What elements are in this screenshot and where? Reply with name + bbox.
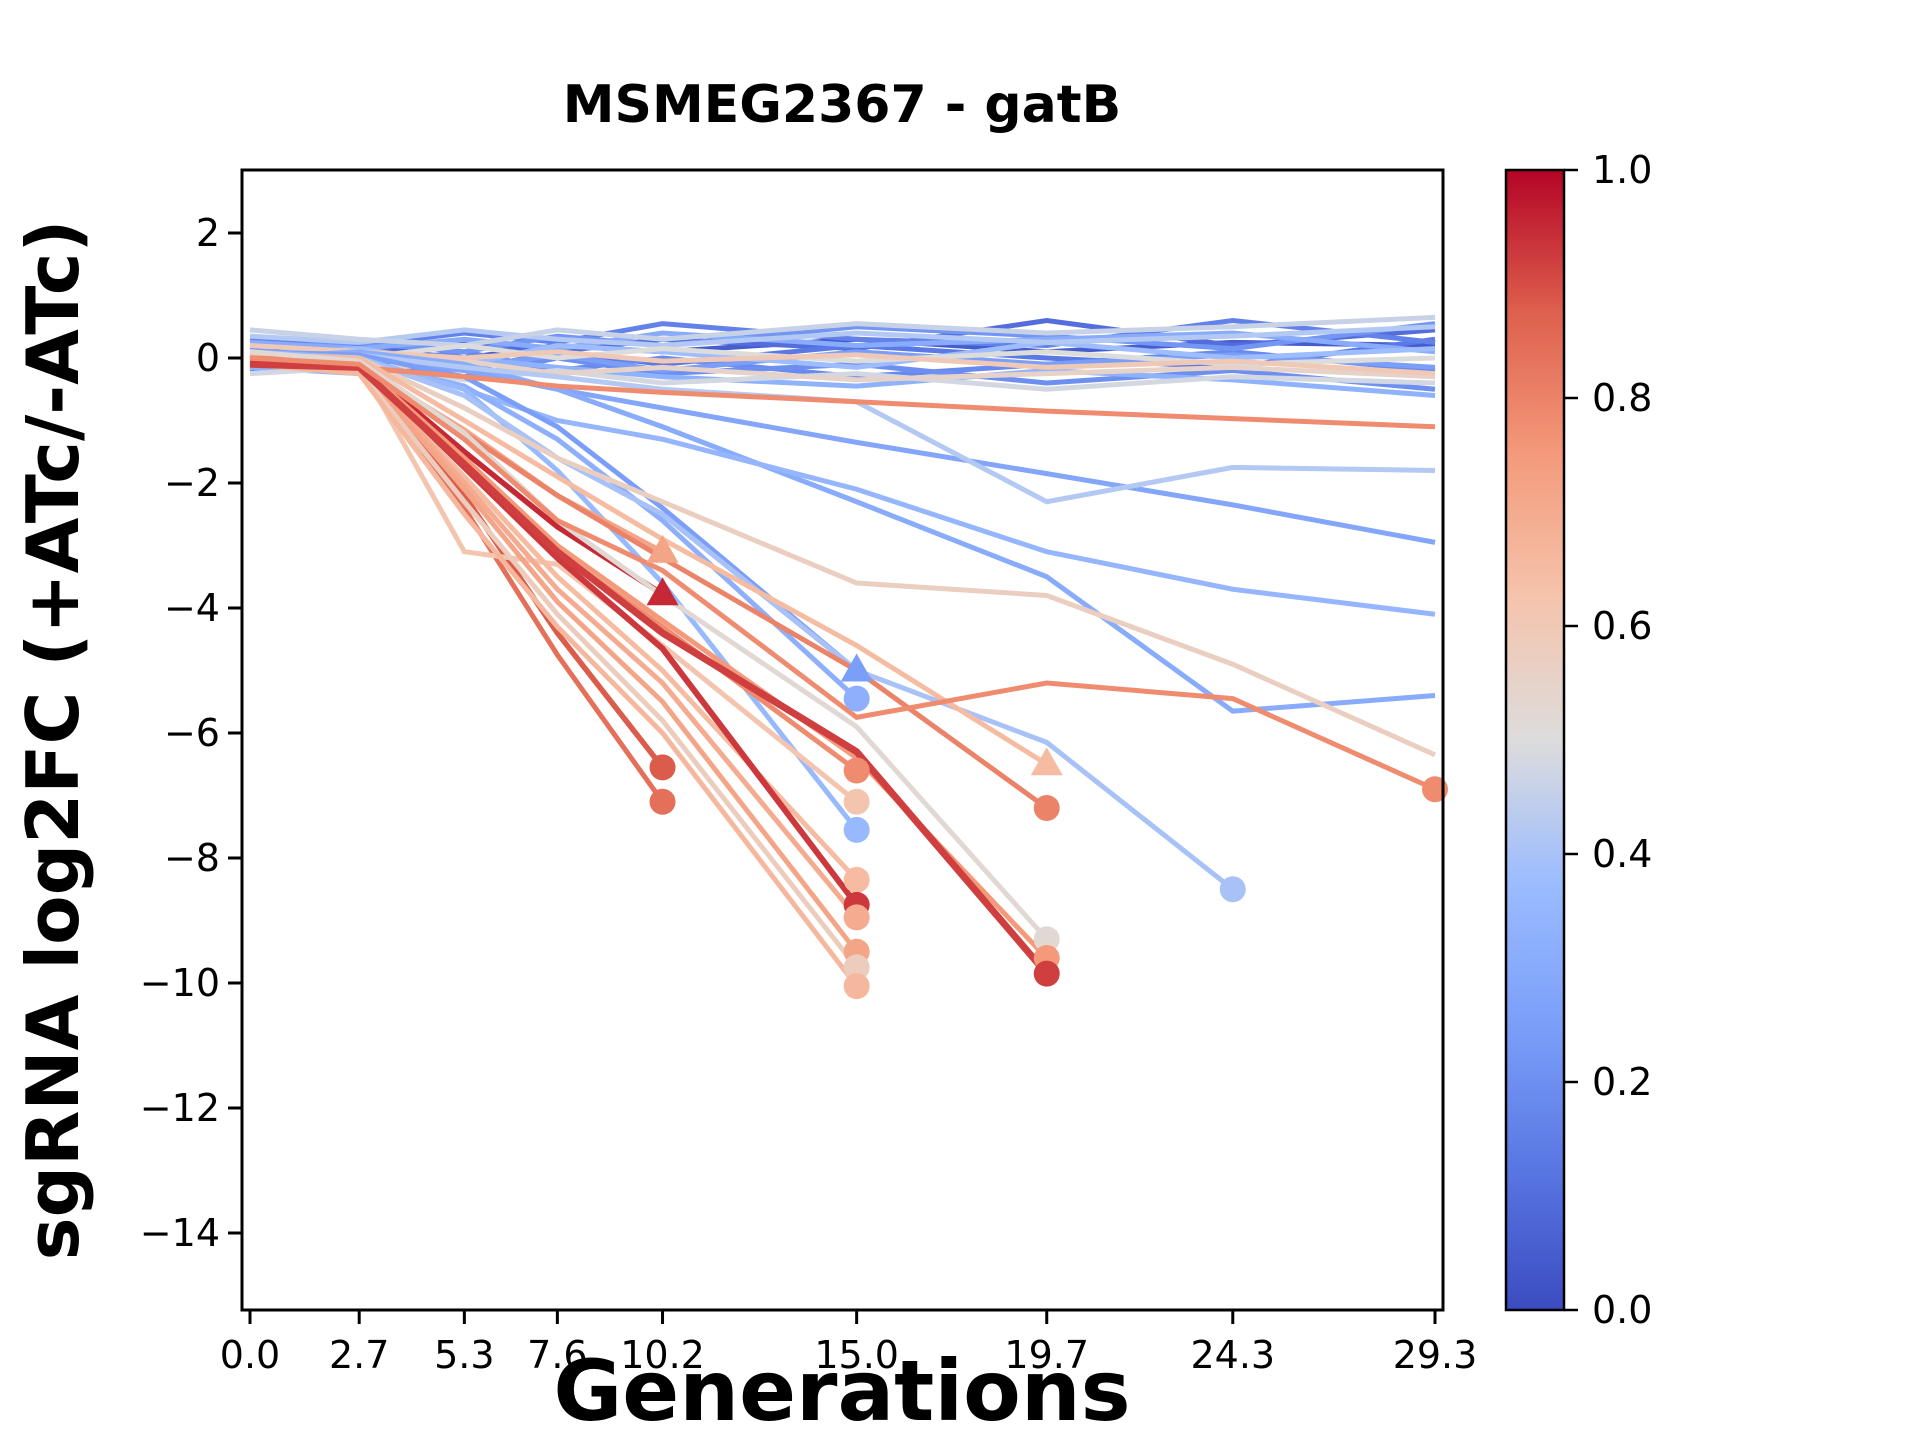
- dropout-circle-marker-37: [843, 954, 870, 981]
- y-tick-label: 2: [196, 211, 220, 255]
- colorbar-tick-label: 0.0: [1592, 1288, 1652, 1332]
- series-line-43: [249, 360, 1050, 976]
- y-tick-label: −8: [164, 836, 220, 880]
- colorbar-tick-label: 0.6: [1592, 604, 1652, 648]
- x-tick-label: 29.3: [1393, 1333, 1478, 1377]
- series-line-26: [249, 358, 1436, 430]
- x-tick-label: 19.7: [1004, 1333, 1089, 1377]
- series-line-12: [249, 314, 1436, 349]
- series-line-20: [249, 349, 1436, 505]
- dropout-circle-marker-32: [843, 788, 870, 815]
- dropout-circle-marker-41: [1033, 926, 1060, 953]
- x-tick-label: 0.0: [220, 1333, 280, 1377]
- y-tick-label: 0: [196, 336, 220, 380]
- dropout-circle-marker-23: [843, 816, 870, 843]
- y-tick-label: −4: [164, 586, 220, 630]
- y-tick-label: −14: [140, 1211, 220, 1255]
- series-end-markers: [646, 534, 1448, 1000]
- x-tick-label: 7.6: [527, 1333, 587, 1377]
- y-tick-label: −2: [164, 461, 220, 505]
- dropout-circle-marker-33: [843, 866, 870, 893]
- dropout-circle-marker-38: [843, 973, 870, 1000]
- dropout-circle-marker-35: [843, 904, 870, 931]
- series-line-25: [249, 352, 1437, 758]
- series-line-21: [249, 349, 859, 673]
- chart-title: MSMEG2367 - gatB: [563, 75, 1121, 135]
- colorbar-tick-label: 1.0: [1592, 148, 1652, 192]
- y-axis-ticks: 2 0 −2 −4 −6 −8 −10 −12 −14: [140, 211, 242, 1255]
- colorbar-tick-label: 0.8: [1592, 376, 1652, 420]
- y-tick-label: −6: [164, 711, 220, 755]
- series-line-44: [249, 355, 1437, 792]
- y-axis-title: sgRNA log2FC (+ATc/-ATc): [11, 220, 95, 1261]
- dropout-circle-marker-22: [843, 685, 870, 712]
- x-tick-label: 15.0: [814, 1333, 899, 1377]
- series-lines: [249, 314, 1437, 988]
- dropout-circle-marker-24: [1219, 876, 1246, 903]
- series-line-38: [249, 361, 859, 988]
- x-tick-label: 10.2: [620, 1333, 705, 1377]
- dropout-circle-marker-43: [1033, 960, 1060, 987]
- series-line-39: [249, 352, 1049, 767]
- x-axis-ticks: 0.0 2.7 5.3 7.6 10.2 15.0 19.7 24.3 29.3: [220, 1310, 1478, 1377]
- x-tick-label: 2.7: [329, 1333, 389, 1377]
- x-tick-label: 24.3: [1190, 1333, 1275, 1377]
- colorbar-tick-label: 0.4: [1592, 832, 1652, 876]
- series-line-8: [249, 330, 1436, 355]
- series-line-11: [249, 324, 1436, 349]
- dropout-triangle-marker-21: [840, 653, 873, 682]
- dropout-circle-marker-40: [1033, 795, 1060, 821]
- dropout-triangle-marker-27: [646, 577, 679, 606]
- series-line-18: [249, 349, 1436, 714]
- x-tick-label: 5.3: [434, 1333, 494, 1377]
- colorbar: 1.0 0.8 0.6 0.4 0.2 0.0: [1504, 148, 1652, 1332]
- y-tick-label: −10: [140, 961, 220, 1005]
- colorbar-ticks: 1.0 0.8 0.6 0.4 0.2 0.0: [1564, 148, 1652, 1332]
- plot-area-border: [240, 168, 1445, 1312]
- dropout-circle-marker-31: [843, 757, 870, 784]
- dropout-circle-marker-30: [649, 788, 676, 815]
- x-axis-title: Generations: [553, 1342, 1130, 1440]
- colorbar-bar: [1504, 168, 1566, 1312]
- colorbar-tick-label: 0.2: [1592, 1060, 1652, 1104]
- dropout-circle-marker-29: [649, 754, 676, 781]
- dropout-triangle-marker-39: [1030, 747, 1063, 776]
- dropout-triangle-marker-28: [646, 534, 679, 563]
- y-tick-label: −12: [140, 1086, 220, 1130]
